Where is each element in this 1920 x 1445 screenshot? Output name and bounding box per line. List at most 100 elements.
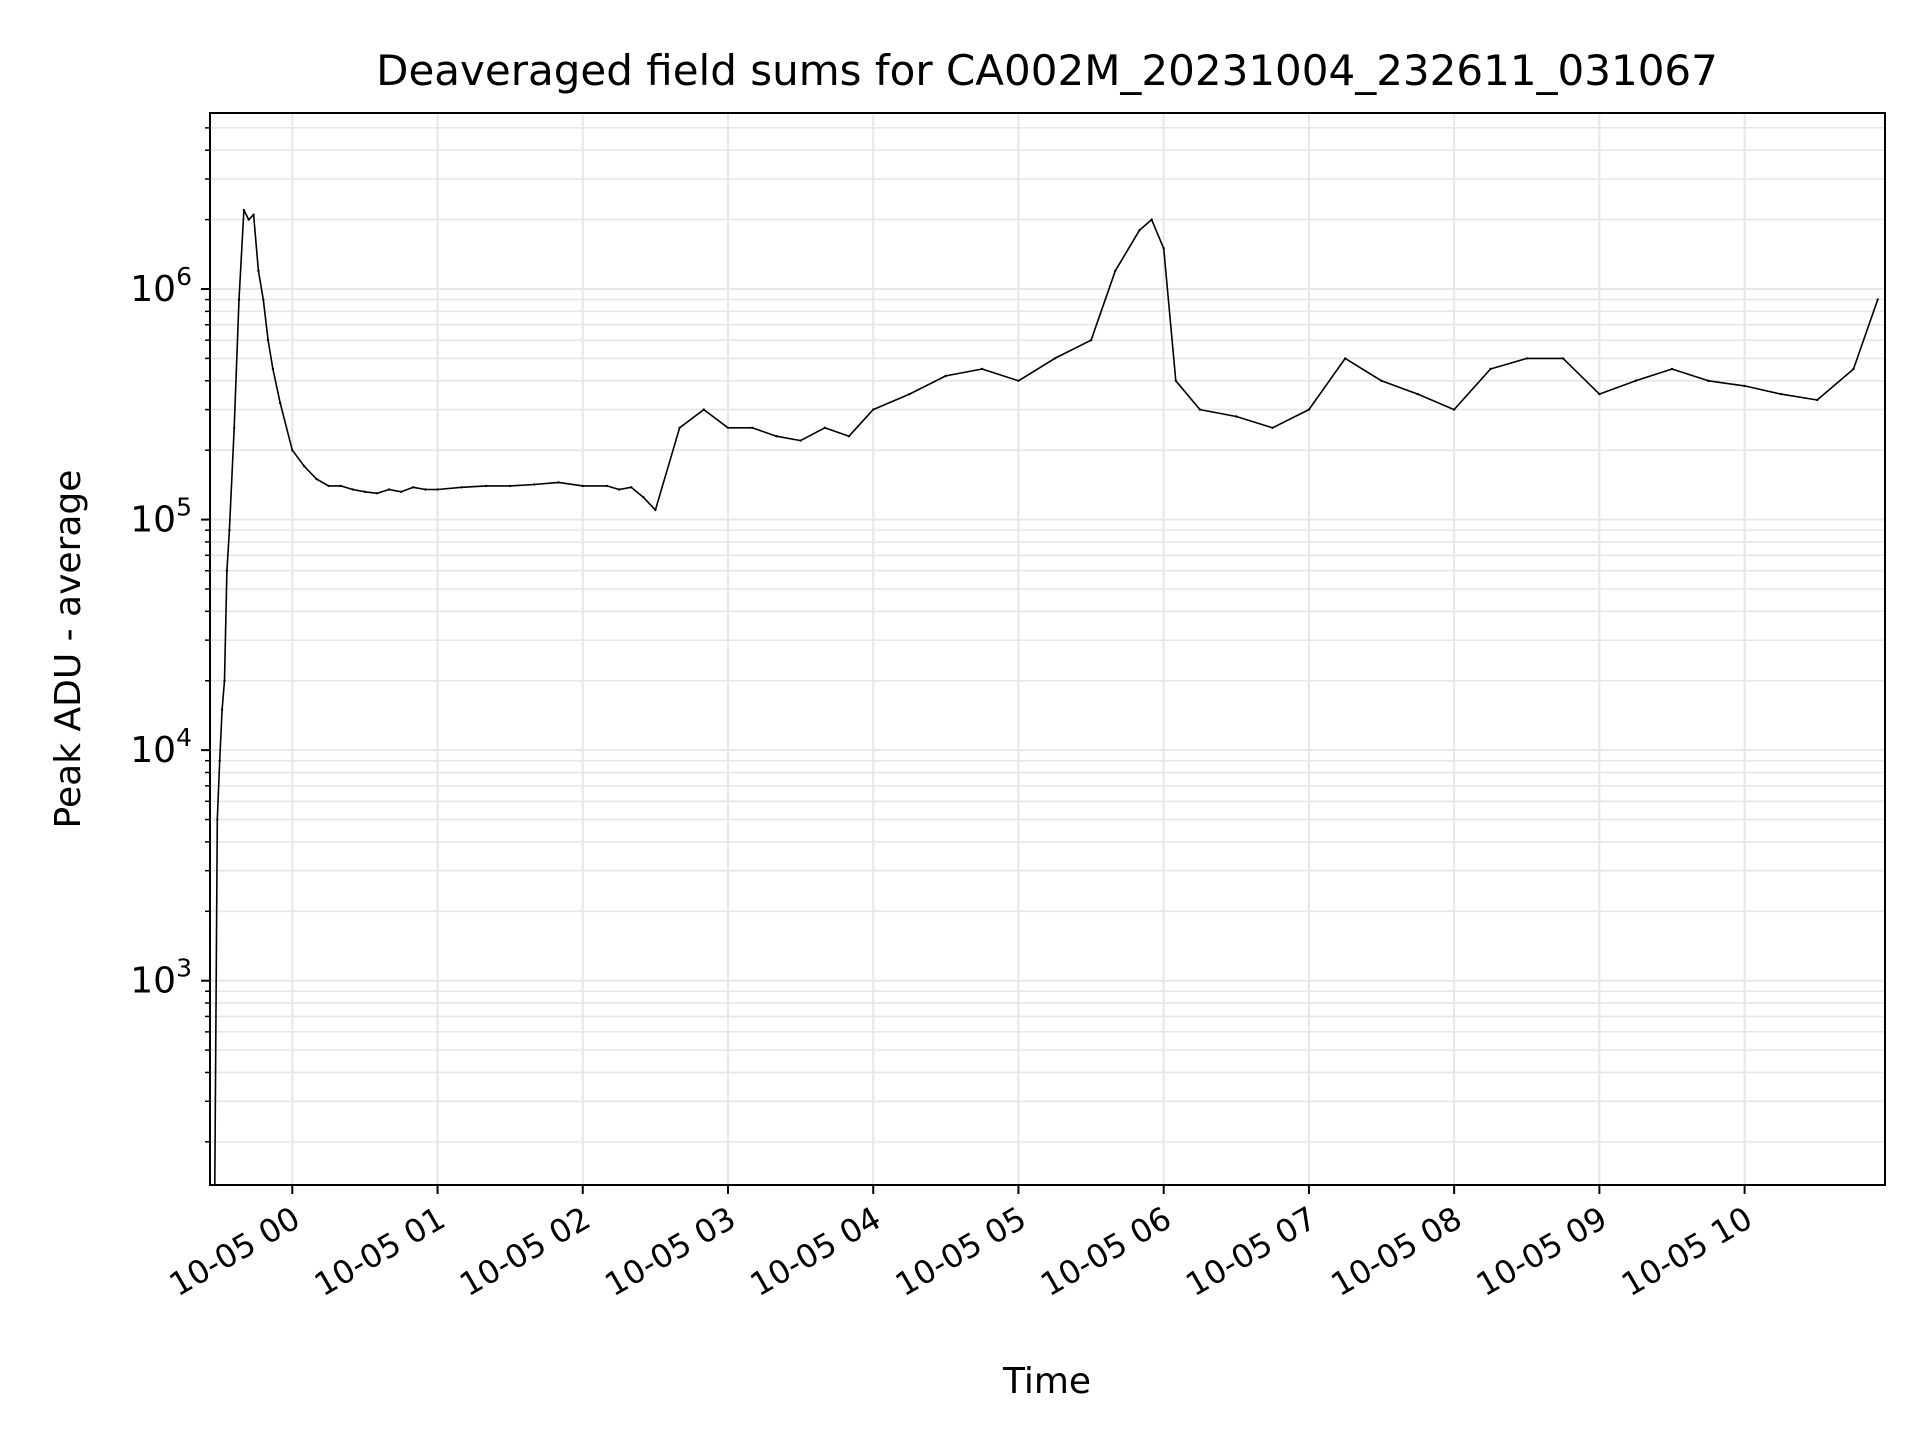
data-point: [605, 484, 609, 488]
data-point: [216, 818, 219, 821]
y-tick-label: 106: [130, 262, 192, 310]
data-point: [252, 213, 255, 216]
y-tick-exponent: 4: [176, 723, 192, 752]
data-point: [412, 486, 415, 489]
y-axis-label: Peak ADU - average: [48, 470, 89, 829]
data-point: [1307, 408, 1311, 411]
data-point: [557, 481, 560, 484]
data-point: [351, 488, 354, 491]
data-point: [1743, 384, 1746, 388]
data-point: [1235, 415, 1238, 418]
data-point: [339, 484, 342, 488]
data-point: [460, 486, 463, 489]
data-point: [1138, 229, 1141, 232]
data-point: [266, 339, 270, 342]
plot-frame: [209, 112, 1886, 1186]
y-tick-base: 10: [130, 961, 176, 1002]
data-point: [533, 483, 536, 486]
data-point: [220, 708, 224, 711]
data-point: [654, 508, 657, 512]
data-point: [775, 435, 778, 438]
data-point: [257, 269, 260, 272]
data-point: [1271, 426, 1274, 429]
data-point: [1852, 367, 1855, 371]
data-point: [1162, 247, 1165, 250]
data-point: [225, 569, 229, 572]
data-point: [387, 488, 391, 491]
data-point: [642, 496, 645, 499]
data-point: [327, 484, 330, 488]
data-point: [508, 484, 512, 488]
data-line-layer: [213, 208, 1879, 1185]
data-point: [303, 465, 306, 468]
data-point: [424, 488, 427, 491]
data-point: [980, 367, 984, 371]
y-tick-exponent: 5: [176, 493, 192, 522]
data-point: [1089, 339, 1093, 342]
data-point: [751, 426, 754, 429]
data-point: [1150, 218, 1153, 221]
data-point: [1670, 367, 1674, 371]
data-point: [1779, 392, 1783, 396]
data-point: [678, 426, 681, 429]
y-tick-label: 103: [130, 954, 192, 1002]
data-point: [262, 298, 265, 301]
data-point: [872, 408, 875, 411]
data-point: [823, 426, 826, 429]
data-point: [1452, 408, 1456, 411]
data-point: [363, 490, 367, 493]
data-point: [279, 401, 282, 405]
data-point: [1876, 298, 1879, 301]
data-point: [400, 490, 403, 493]
data-point: [1380, 379, 1383, 382]
chart-title: Deaveraged field sums for CA002M_2023100…: [376, 46, 1718, 95]
data-point: [1198, 408, 1202, 411]
y-tick-exponent: 3: [176, 954, 192, 983]
data-point: [237, 298, 241, 301]
data-point: [630, 486, 633, 489]
data-point: [847, 435, 851, 438]
data-point: [1707, 379, 1710, 382]
x-axis-label: Time: [1002, 1361, 1091, 1402]
data-point: [1114, 269, 1117, 272]
data-point: [223, 679, 226, 682]
data-point: [1561, 357, 1565, 360]
data-point: [1174, 379, 1178, 382]
data-point: [1598, 392, 1601, 396]
data-point: [1816, 398, 1819, 402]
data-point: [228, 528, 231, 532]
data-point: [617, 488, 621, 491]
data-point: [944, 374, 947, 378]
data-point: [247, 218, 250, 221]
data-point: [908, 392, 911, 396]
y-tick-base: 10: [130, 269, 176, 310]
data-point: [375, 492, 379, 495]
data-point: [233, 426, 236, 429]
data-point: [799, 439, 802, 442]
data-point: [242, 208, 246, 212]
y-tick-label: 105: [130, 493, 192, 541]
y-tick-base: 10: [130, 730, 176, 771]
data-point: [581, 484, 584, 488]
data-point: [1489, 367, 1492, 371]
data-point: [1017, 379, 1020, 382]
data-point: [702, 408, 705, 411]
y-tick-exponent: 6: [176, 262, 192, 291]
data-point: [1416, 392, 1420, 396]
data-point: [1344, 357, 1347, 360]
data-point: [436, 488, 439, 491]
data-point: [291, 449, 294, 452]
data-point: [726, 426, 730, 429]
grid-lines: [210, 113, 1885, 1185]
y-tick-base: 10: [130, 500, 176, 541]
y-tick-label: 104: [130, 723, 192, 771]
data-point: [218, 759, 221, 762]
data-point: [1053, 357, 1057, 360]
data-point: [315, 477, 318, 481]
data-point: [271, 367, 275, 371]
data-point: [1634, 379, 1637, 382]
data-point: [1525, 357, 1529, 360]
